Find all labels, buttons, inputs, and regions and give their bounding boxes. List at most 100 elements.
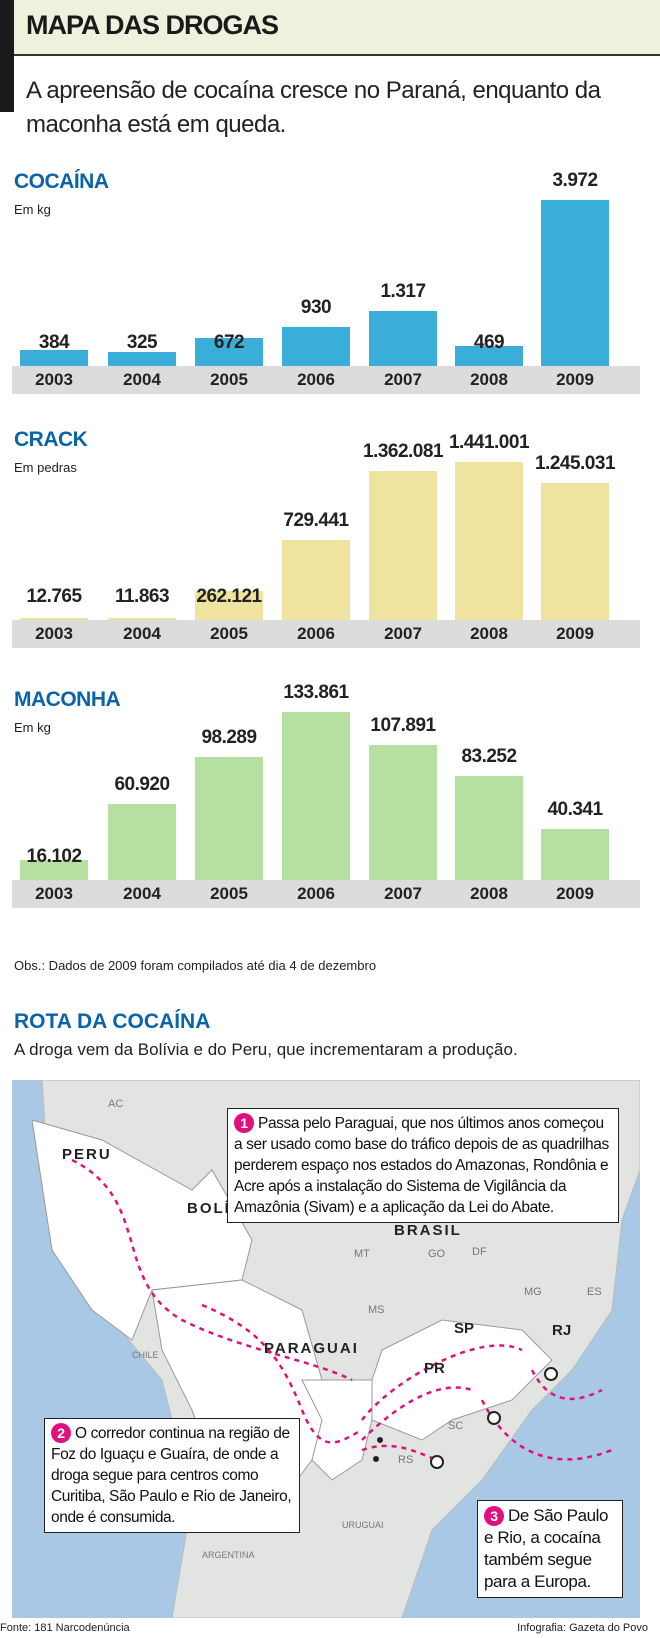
year-tick-label: 2003	[35, 370, 73, 389]
chart-unit: Em kg	[14, 720, 51, 735]
bar	[541, 200, 609, 366]
year-axis: 2003 2004 2005 2006 2007 2008 2009	[12, 880, 640, 908]
label-sc: SC	[448, 1420, 464, 1432]
chart-note: Obs.: Dados de 2009 foram compilados até…	[14, 958, 377, 973]
year-tick-label: 2006	[297, 884, 335, 903]
bar-value-label: 60.920	[114, 773, 170, 795]
bar-value-label: 469	[473, 332, 505, 353]
label-sp: SP	[454, 1320, 475, 1337]
bar	[108, 803, 176, 880]
note-text: De São Paulo e Rio, a cocaína também seg…	[484, 1506, 609, 1591]
label-peru: PERU	[62, 1146, 112, 1163]
bar	[195, 337, 263, 366]
bar	[455, 462, 523, 620]
year-tick-label: 2008	[470, 624, 508, 643]
label-go: GO	[428, 1248, 446, 1260]
bar-value-label: 325	[126, 332, 158, 353]
year-tick-label: 2009	[556, 884, 594, 903]
bar	[455, 346, 523, 366]
year-tick-label: 2004	[123, 370, 161, 389]
year-tick-label: 2007	[384, 884, 422, 903]
label-pr: PR	[424, 1360, 445, 1377]
note-number: 1	[234, 1113, 254, 1133]
bar	[20, 349, 88, 366]
label-ms: MS	[368, 1304, 385, 1316]
label-argentina: ARGENTINA	[202, 1550, 255, 1560]
bar-value-label: 729.441	[283, 510, 349, 532]
source-credit: Fonte: 181 Narcodenúncia	[0, 1622, 130, 1634]
header-banner	[0, 0, 660, 56]
label-mt: MT	[354, 1248, 370, 1260]
bar	[455, 775, 523, 880]
bar-value-label: 1.317	[380, 280, 426, 302]
year-axis: 2003 2004 2005 2006 2007 2008 2009	[12, 366, 640, 394]
bar-value-label: 1.441.001	[448, 432, 530, 453]
note-1: 1 Passa pelo Paraguai, que nos últimos an…	[227, 1108, 619, 1223]
chart-title: COCAÍNA	[14, 170, 109, 193]
bar	[20, 618, 88, 620]
year-tick-label: 2005	[210, 370, 248, 389]
bar	[108, 618, 176, 620]
year-axis: 2003 2004 2005 2006 2007 2008 2009	[12, 620, 640, 648]
chart-title: CRACK	[14, 428, 88, 451]
year-tick-label: 2007	[384, 624, 422, 643]
bar-value-label: 11.863	[114, 586, 170, 607]
bar-value-label: 672	[213, 332, 245, 353]
label-df: DF	[472, 1246, 487, 1258]
year-tick-label: 2007	[384, 370, 422, 389]
bar-value-label: 384	[38, 332, 70, 353]
bar-value-label: 930	[300, 297, 332, 319]
bar	[282, 540, 350, 620]
bar-value-label: 262.121	[196, 586, 262, 607]
year-tick-label: 2006	[297, 624, 335, 643]
bar-value-label: 133.861	[283, 682, 349, 703]
label-brasil: BRASIL	[394, 1222, 462, 1239]
page-subtitle: A apreensão de cocaína cresce no Paraná,…	[26, 77, 601, 138]
label-ac: AC	[108, 1098, 124, 1110]
year-tick-label: 2008	[470, 884, 508, 903]
page-title: MAPA DAS DROGAS	[26, 10, 279, 40]
chart-unit: Em kg	[14, 202, 51, 217]
bar-value-label: 12.765	[26, 586, 82, 607]
bar	[369, 310, 437, 366]
note-text: O corredor continua na região de Foz do …	[51, 1425, 292, 1526]
label-rs: RS	[398, 1454, 414, 1466]
year-tick-label: 2004	[123, 624, 161, 643]
bar	[541, 829, 609, 880]
bar-value-label: 1.362.081	[362, 440, 444, 462]
year-tick-label: 2006	[297, 370, 335, 389]
bar-value-label: 40.341	[547, 799, 603, 821]
note-text: Passa pelo Paraguai, que nos últimos ano…	[234, 1115, 609, 1216]
year-tick-label: 2004	[123, 884, 161, 903]
label-paraguai: PARAGUAI	[264, 1340, 359, 1357]
bar	[369, 470, 437, 620]
bar	[541, 483, 609, 620]
bar	[108, 352, 176, 366]
chart-unit: Em pedras	[14, 460, 77, 475]
chart-title: MACONHA	[14, 688, 121, 711]
route-map: PERU BOLÍVIA BRASIL PARAGUAI AC MT GO DF…	[12, 1080, 640, 1618]
bar-value-label: 98.289	[201, 726, 257, 748]
year-tick-label: 2008	[470, 370, 508, 389]
label-rj: RJ	[552, 1322, 572, 1339]
bar-value-label: 16.102	[26, 846, 82, 867]
bar	[282, 327, 350, 366]
year-tick-label: 2003	[35, 624, 73, 643]
route-subtitle: A droga vem da Bolívia e do Peru, que in…	[14, 1040, 518, 1059]
year-tick-label: 2005	[210, 884, 248, 903]
header-accent-bar	[0, 0, 14, 112]
southeast-region	[371, 1319, 553, 1441]
infographic-credit: Infografia: Gazeta do Povo	[517, 1622, 648, 1634]
label-uruguai: URUGUAI	[342, 1520, 384, 1530]
year-tick-label: 2009	[556, 370, 594, 389]
label-mg: MG	[524, 1286, 542, 1298]
bar-value-label: 3.972	[552, 170, 598, 191]
year-tick-label: 2005	[210, 624, 248, 643]
bar	[195, 756, 263, 880]
label-chile: CHILE	[132, 1350, 159, 1360]
bar	[195, 591, 263, 620]
bar-value-label: 107.891	[370, 714, 436, 736]
label-es: ES	[587, 1286, 602, 1298]
note-number: 3	[484, 1506, 504, 1526]
